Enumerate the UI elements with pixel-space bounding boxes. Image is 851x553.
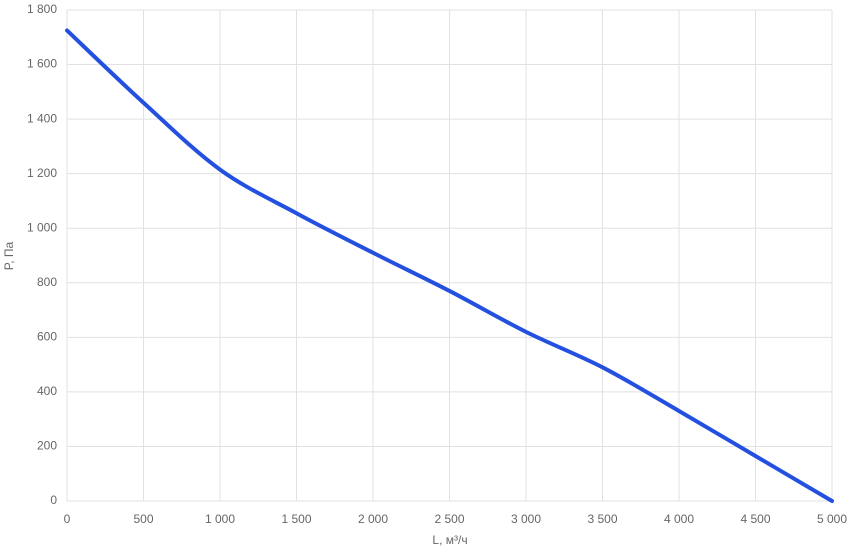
y-tick-label: 400 — [37, 384, 57, 398]
y-tick-label: 1 000 — [27, 220, 57, 234]
x-tick-label: 5 000 — [817, 512, 847, 526]
x-tick-label: 1 000 — [205, 512, 235, 526]
y-tick-label: 800 — [37, 275, 57, 289]
x-tick-label: 4 500 — [740, 512, 770, 526]
y-axis-label: P, Па — [2, 241, 16, 270]
y-tick-label: 1 800 — [27, 2, 57, 16]
x-tick-label: 2 000 — [358, 512, 388, 526]
line — [65, 28, 834, 503]
y-tick-label: 200 — [37, 439, 57, 453]
y-tick-label: 0 — [50, 493, 57, 507]
y-tick-label: 1 200 — [27, 166, 57, 180]
x-tick-label: 3 000 — [511, 512, 541, 526]
y-tick-label: 1 400 — [27, 111, 57, 125]
x-tick-label: 500 — [133, 512, 153, 526]
x-axis-label: L, м³/ч — [432, 533, 467, 547]
x-tick-label: 1 500 — [281, 512, 311, 526]
x-tick-label: 2 500 — [434, 512, 464, 526]
x-tick-label: 4 000 — [664, 512, 694, 526]
y-tick-label: 600 — [37, 330, 57, 344]
x-tick-label: 0 — [64, 512, 71, 526]
y-tick-label: 1 600 — [27, 57, 57, 71]
x-tick-label: 3 500 — [587, 512, 617, 526]
